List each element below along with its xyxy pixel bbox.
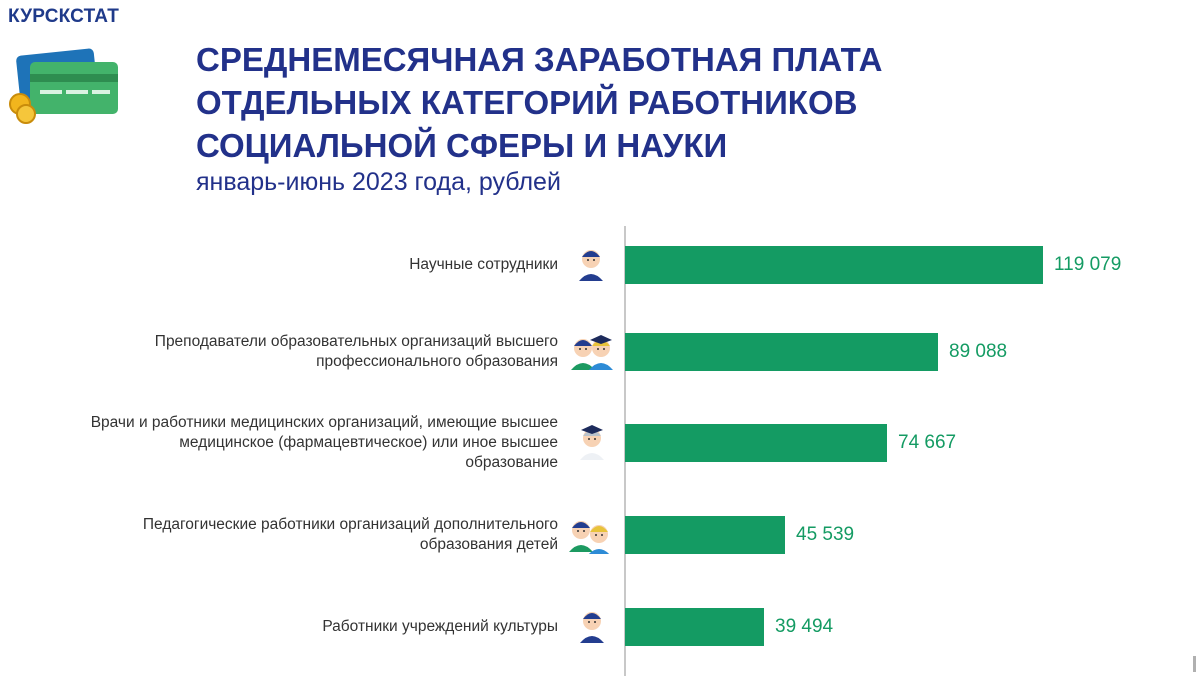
category-axis-line [624, 226, 626, 676]
category-label: Педагогические работники организаций доп… [0, 515, 558, 555]
brand-name: КУРСКСТАТ [8, 6, 119, 27]
category-label: Преподаватели образовательных организаци… [0, 332, 558, 372]
page-edge-mark [1193, 656, 1196, 672]
bar [625, 424, 887, 462]
category-label-line: медицинское (фармацевтическое) или иное … [179, 434, 558, 451]
bar [625, 333, 938, 371]
title-line-1: СРЕДНЕМЕСЯЧНАЯ ЗАРАБОТНАЯ ПЛАТА [196, 41, 883, 78]
chart-subtitle: январь-июнь 2023 года, рублей [196, 168, 561, 196]
category-label-line: Работники учреждений культуры [322, 618, 558, 635]
credit-cards-coins-icon [9, 48, 118, 124]
bar-value-label: 45 539 [796, 524, 855, 545]
category-label: Работники учреждений культуры [0, 617, 558, 637]
category-label-line: Врачи и работники медицинских организаци… [90, 414, 558, 431]
bar [625, 516, 785, 554]
title-line-2: ОТДЕЛЬНЫХ КАТЕГОРИЙ РАБОТНИКОВ [196, 84, 858, 121]
bar [625, 608, 764, 646]
category-label: Врачи и работники медицинских организаци… [0, 413, 558, 473]
category-label-line: образование [465, 454, 558, 471]
lecturers-icon [571, 335, 613, 370]
title-line-3: СОЦИАЛЬНОЙ СФЕРЫ И НАУКИ [196, 127, 728, 164]
teachers-icon [569, 521, 610, 554]
scientist-icon [579, 250, 603, 281]
bar-value-label: 74 667 [898, 432, 957, 453]
culture-worker-icon [580, 612, 604, 643]
category-label-line: Педагогические работники организаций доп… [142, 516, 558, 533]
bar [625, 246, 1043, 284]
category-label-line: Научные сотрудники [409, 256, 558, 273]
doctor-icon [580, 425, 604, 460]
bar-value-label: 89 088 [949, 341, 1008, 362]
category-label: Научные сотрудники [0, 255, 558, 275]
bar-value-label: 119 079 [1054, 254, 1122, 275]
category-label-line: профессионального образования [316, 353, 558, 370]
category-label-line: Преподаватели образовательных организаци… [154, 333, 558, 350]
category-label-line: образования детей [419, 536, 558, 553]
chart-title: СРЕДНЕМЕСЯЧНАЯ ЗАРАБОТНАЯ ПЛАТА ОТДЕЛЬНЫ… [196, 38, 883, 167]
bar-value-label: 39 494 [775, 616, 834, 637]
